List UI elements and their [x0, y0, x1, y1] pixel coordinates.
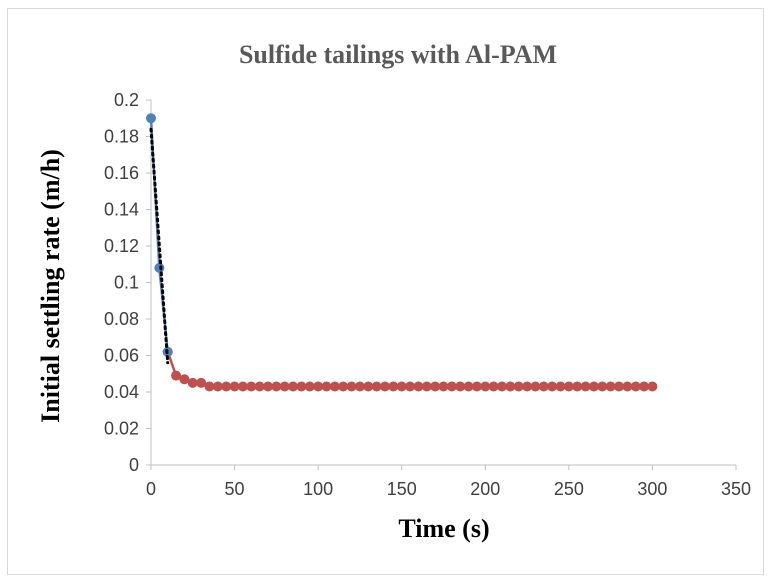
data-point: [480, 381, 491, 392]
data-point: [580, 381, 591, 392]
series-layer: [146, 113, 658, 392]
data-point: [497, 381, 507, 392]
chart-svg: Sulfide tailings with Al-PAM 0 0.02 0.04 0.…: [36, 40, 751, 543]
data-point: [413, 381, 424, 392]
data-point: [388, 381, 399, 392]
data-point: [522, 381, 533, 392]
y-tick-label: 0.04: [104, 382, 139, 402]
y-tick-label: 0.2: [114, 90, 139, 110]
data-point: [212, 381, 223, 392]
data-point: [614, 381, 624, 392]
data-point: [313, 381, 324, 392]
data-point: [171, 370, 182, 381]
data-point: [471, 381, 482, 392]
data-point: [538, 381, 549, 392]
y-tick-label: 0.08: [104, 309, 139, 329]
y-tick-label: 0.18: [104, 127, 139, 147]
data-point: [463, 381, 474, 392]
data-point: [371, 381, 382, 392]
data-point: [396, 381, 407, 392]
data-point: [187, 377, 198, 388]
data-point: [346, 381, 357, 392]
x-tick-label: 250: [554, 479, 584, 499]
x-tick-label: 100: [303, 479, 333, 499]
chart-title: Sulfide tailings with Al-PAM: [239, 40, 557, 69]
data-point: [321, 381, 332, 392]
data-point: [455, 381, 466, 392]
trendline: [149, 127, 170, 365]
x-tick-label: 50: [225, 479, 245, 499]
data-point: [196, 377, 207, 388]
data-point: [329, 381, 340, 392]
data-point: [229, 381, 240, 392]
data-point: [263, 381, 273, 392]
data-point: [338, 381, 349, 392]
data-point: [146, 113, 156, 124]
data-point: [237, 381, 248, 392]
y-tick-label: 0.06: [104, 346, 139, 366]
data-point: [547, 381, 558, 392]
data-point: [421, 381, 432, 392]
data-point: [622, 381, 633, 392]
data-point: [563, 381, 574, 392]
data-point: [630, 381, 641, 392]
data-point: [555, 381, 566, 392]
chart-container: Sulfide tailings with Al-PAM 0 0.02 0.04 0.…: [7, 8, 764, 575]
x-tick-label: 350: [721, 479, 751, 499]
data-point: [588, 381, 599, 392]
data-point: [179, 374, 190, 385]
trendline-layer: [149, 127, 170, 365]
data-point: [204, 381, 215, 392]
data-point: [572, 381, 583, 392]
data-point: [438, 381, 449, 392]
y-tick-label: 0: [129, 455, 139, 475]
x-tick-label: 300: [637, 479, 667, 499]
y-tick-label: 0.16: [104, 163, 139, 183]
data-point: [639, 381, 650, 392]
data-point: [254, 381, 265, 392]
data-point: [647, 381, 658, 392]
data-point: [430, 381, 441, 392]
x-tick-label: 200: [470, 479, 500, 499]
data-point: [363, 381, 374, 392]
data-point: [296, 381, 307, 392]
data-point: [530, 381, 541, 392]
x-tick-label: 0: [146, 479, 156, 499]
data-point: [271, 381, 282, 392]
data-point: [505, 381, 516, 392]
data-point: [354, 381, 365, 392]
axes: 0 0.02 0.04 0.06 0.08 0.1 0.12 0.14 0.16 0.18 0.2 0…: [104, 90, 751, 499]
y-axis-title: Initial settling rate (m/h): [36, 149, 65, 423]
data-point: [288, 381, 299, 392]
data-point: [304, 381, 315, 392]
data-point: [597, 381, 608, 392]
data-point: [405, 381, 416, 392]
y-tick-label: 0.12: [104, 236, 139, 256]
data-point: [380, 381, 390, 392]
x-tick-label: 150: [387, 479, 417, 499]
data-point: [446, 381, 457, 392]
series-line: [166, 351, 653, 388]
data-point: [246, 381, 257, 392]
data-point: [513, 381, 524, 392]
y-tick-label: 0.1: [114, 273, 139, 293]
data-point: [605, 381, 616, 392]
data-point: [279, 381, 290, 392]
data-point: [488, 381, 499, 392]
x-axis-title: Time (s): [398, 514, 489, 543]
y-tick-label: 0.14: [104, 200, 139, 220]
y-tick-label: 0.02: [104, 419, 139, 439]
data-point: [221, 381, 232, 392]
data-point: [154, 262, 165, 273]
